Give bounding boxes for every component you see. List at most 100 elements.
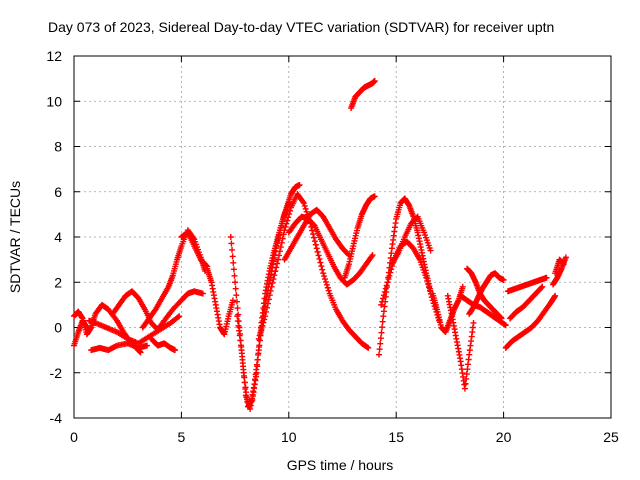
y-tick-label: 2 (54, 274, 62, 290)
data-point (380, 295, 387, 302)
data-point (282, 223, 289, 230)
data-point (323, 281, 330, 288)
series-track-p (341, 193, 378, 281)
data-point (230, 266, 237, 273)
data-point (321, 273, 328, 280)
data-point (261, 316, 268, 323)
data-point (300, 200, 307, 207)
data-point (385, 276, 392, 283)
series-track-aa (507, 283, 546, 322)
data-point (284, 217, 291, 224)
x-tick-label: 20 (496, 429, 512, 445)
data-point (378, 329, 385, 336)
data-point (324, 284, 331, 291)
data-point (230, 259, 237, 266)
data-point (286, 211, 293, 218)
data-point (538, 284, 545, 291)
data-point (381, 288, 388, 295)
x-tick-label: 15 (388, 429, 404, 445)
y-tick-label: 12 (46, 48, 62, 64)
data-point (539, 283, 546, 290)
chart-title: Day 073 of 2023, Sidereal Day-to-day VTE… (48, 19, 554, 35)
data-point (232, 285, 239, 292)
data-point (543, 274, 550, 281)
data-point (320, 270, 327, 277)
series-track-d (88, 340, 151, 354)
data-point (296, 181, 303, 188)
data-point (470, 319, 477, 326)
series-track-n (281, 206, 352, 263)
data-point (382, 285, 389, 292)
data-point (273, 264, 280, 271)
data-point (83, 324, 90, 331)
data-point (242, 385, 249, 392)
series-track-s (388, 213, 434, 268)
data-point (379, 298, 386, 305)
series-track-h (178, 229, 211, 270)
data-point (229, 246, 236, 253)
data-point (368, 253, 375, 260)
data-point (383, 282, 390, 289)
data-point (175, 314, 182, 321)
y-tick-label: -4 (50, 410, 63, 426)
data-point (199, 290, 206, 297)
data-point (379, 318, 386, 325)
data-point (377, 340, 384, 347)
data-point (318, 263, 325, 270)
series-track-e (109, 288, 206, 333)
x-tick-label: 0 (70, 429, 78, 445)
data-point (238, 347, 245, 354)
data-point (303, 208, 310, 215)
data-point (316, 255, 323, 262)
data-point (241, 379, 248, 386)
data-point (272, 268, 279, 275)
data-point (274, 260, 281, 267)
data-point (281, 227, 288, 234)
grid (74, 56, 611, 418)
series-track-w (466, 270, 507, 317)
data-point (502, 322, 509, 329)
data-point (240, 372, 247, 379)
data-point (310, 234, 317, 241)
data-point (265, 296, 272, 303)
data-point (240, 366, 247, 373)
data-point (233, 292, 240, 299)
y-tick-label: -2 (50, 365, 63, 381)
data-point (229, 297, 236, 304)
series-track-r (378, 238, 443, 324)
data-point (285, 214, 292, 221)
series-track-b (71, 317, 90, 349)
data-point (144, 342, 151, 349)
data-point (227, 234, 234, 240)
data-point (311, 238, 318, 245)
data-point (379, 324, 386, 331)
data-point (313, 245, 320, 252)
data-point (231, 272, 238, 279)
data-point (233, 298, 240, 305)
data-point (255, 335, 262, 342)
data-point (171, 347, 178, 354)
data-point (314, 248, 321, 255)
series-track-u (444, 292, 477, 392)
y-tick-label: 6 (54, 184, 62, 200)
data-point (232, 279, 239, 286)
data-point (369, 252, 376, 259)
data-point (384, 279, 391, 286)
y-tick-label: 8 (54, 139, 62, 155)
data-point (552, 292, 559, 299)
data-point (228, 240, 235, 247)
y-tick-label: 10 (46, 93, 62, 109)
data-point (268, 283, 275, 290)
data-point (258, 326, 265, 333)
data-point (322, 278, 329, 285)
data-point (371, 77, 378, 84)
series-track-j (227, 181, 303, 410)
series-track-g (148, 335, 178, 354)
data-point (322, 276, 329, 283)
series-track-y (502, 292, 559, 351)
series-track-x (457, 292, 509, 329)
x-axis-label: GPS time / hours (287, 457, 394, 473)
data-point (256, 332, 263, 339)
data-point (388, 266, 395, 273)
data-point (283, 220, 290, 227)
